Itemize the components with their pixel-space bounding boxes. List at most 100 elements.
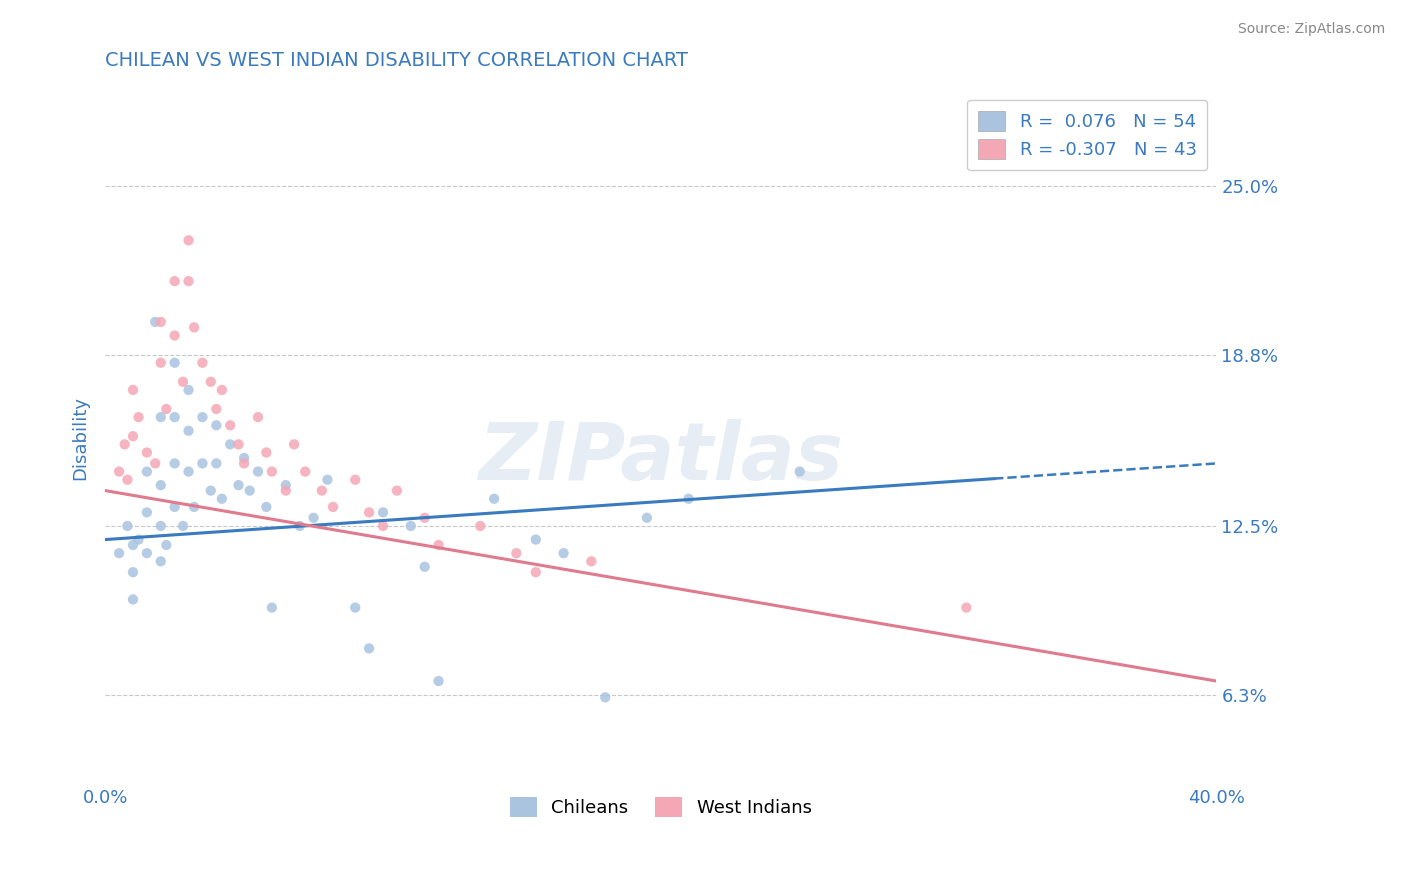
Point	[288, 519, 311, 533]
Point	[163, 356, 186, 370]
Legend: Chileans, West Indians: Chileans, West Indians	[502, 789, 820, 824]
Point	[322, 500, 344, 514]
Point	[135, 445, 157, 459]
Point	[177, 465, 200, 479]
Point	[163, 410, 186, 425]
Point	[385, 483, 408, 498]
Point	[155, 402, 177, 417]
Point	[200, 483, 222, 498]
Point	[359, 505, 381, 519]
Point	[239, 483, 262, 498]
Point	[177, 424, 200, 438]
Point	[636, 511, 658, 525]
Point	[191, 457, 214, 471]
Point	[122, 383, 145, 397]
Point	[108, 465, 131, 479]
Point	[524, 566, 547, 580]
Point	[470, 519, 492, 533]
Point	[789, 465, 811, 479]
Point	[316, 473, 339, 487]
Text: Source: ZipAtlas.com: Source: ZipAtlas.com	[1237, 22, 1385, 37]
Text: ZIPatlas: ZIPatlas	[478, 419, 844, 498]
Point	[211, 383, 233, 397]
Point	[678, 491, 700, 506]
Point	[191, 356, 214, 370]
Point	[254, 445, 277, 459]
Point	[128, 410, 150, 425]
Point	[122, 429, 145, 443]
Point	[135, 465, 157, 479]
Point	[399, 519, 422, 533]
Point	[128, 533, 150, 547]
Point	[155, 538, 177, 552]
Point	[524, 533, 547, 547]
Point	[143, 315, 166, 329]
Point	[593, 690, 616, 705]
Point	[122, 566, 145, 580]
Y-axis label: Disability: Disability	[72, 395, 89, 480]
Point	[247, 410, 270, 425]
Point	[163, 500, 186, 514]
Point	[344, 473, 367, 487]
Point	[149, 315, 172, 329]
Point	[117, 473, 139, 487]
Point	[283, 437, 305, 451]
Point	[163, 328, 186, 343]
Point	[191, 410, 214, 425]
Point	[274, 483, 297, 498]
Point	[228, 437, 250, 451]
Point	[294, 465, 316, 479]
Point	[427, 538, 450, 552]
Point	[219, 418, 242, 433]
Point	[254, 500, 277, 514]
Point	[359, 641, 381, 656]
Point	[149, 356, 172, 370]
Point	[205, 418, 228, 433]
Point	[413, 511, 436, 525]
Point	[143, 457, 166, 471]
Point	[177, 383, 200, 397]
Point	[219, 437, 242, 451]
Point	[183, 500, 205, 514]
Point	[505, 546, 527, 560]
Point	[260, 465, 283, 479]
Point	[233, 457, 256, 471]
Point	[135, 546, 157, 560]
Point	[172, 519, 194, 533]
Point	[228, 478, 250, 492]
Point	[211, 491, 233, 506]
Point	[302, 511, 325, 525]
Point	[427, 674, 450, 689]
Point	[581, 554, 603, 568]
Point	[274, 478, 297, 492]
Point	[122, 592, 145, 607]
Point	[371, 505, 394, 519]
Point	[205, 457, 228, 471]
Point	[177, 274, 200, 288]
Point	[247, 465, 270, 479]
Point	[955, 600, 977, 615]
Point	[177, 233, 200, 247]
Point	[163, 274, 186, 288]
Point	[149, 410, 172, 425]
Point	[200, 375, 222, 389]
Point	[482, 491, 505, 506]
Point	[117, 519, 139, 533]
Point	[149, 478, 172, 492]
Point	[260, 600, 283, 615]
Point	[108, 546, 131, 560]
Point	[135, 505, 157, 519]
Point	[205, 402, 228, 417]
Point	[553, 546, 575, 560]
Point	[163, 457, 186, 471]
Point	[122, 538, 145, 552]
Point	[172, 375, 194, 389]
Point	[344, 600, 367, 615]
Point	[149, 519, 172, 533]
Point	[233, 450, 256, 465]
Point	[413, 559, 436, 574]
Text: CHILEAN VS WEST INDIAN DISABILITY CORRELATION CHART: CHILEAN VS WEST INDIAN DISABILITY CORREL…	[105, 51, 688, 70]
Point	[149, 554, 172, 568]
Point	[183, 320, 205, 334]
Point	[311, 483, 333, 498]
